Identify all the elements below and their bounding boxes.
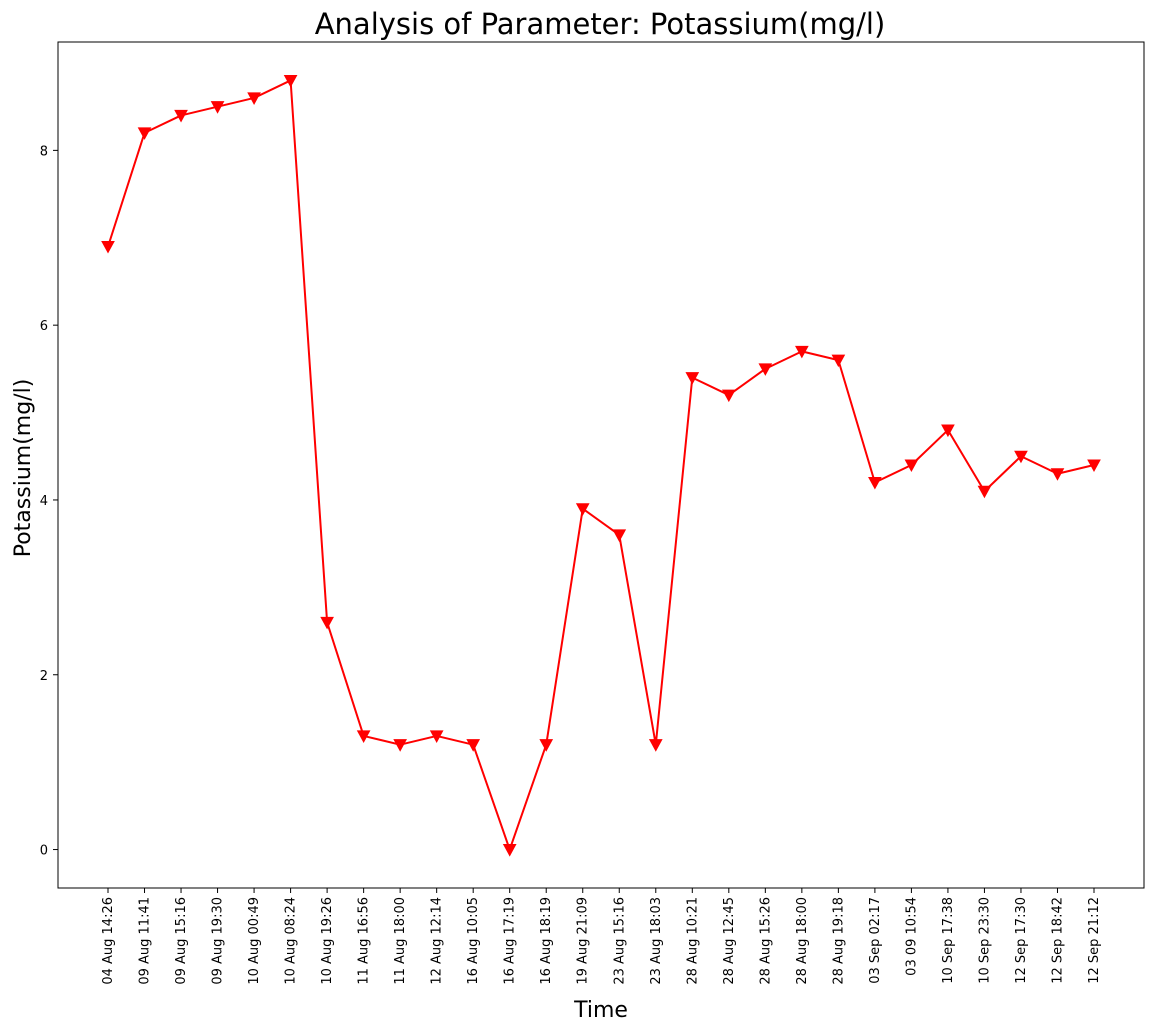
plot-area (101, 74, 1101, 857)
data-point-marker (612, 529, 627, 542)
data-point-marker (137, 127, 152, 140)
x-tick-label: 10 Sep 23:30 (977, 897, 992, 984)
plot-frame (57, 41, 1145, 889)
data-point-marker (575, 503, 590, 516)
x-axis-label: Time (573, 998, 628, 1023)
data-point-marker (795, 345, 809, 359)
data-point-marker (320, 616, 334, 630)
x-tick-label: 28 Aug 19:18 (831, 897, 846, 985)
x-tick-label: 28 Aug 12:45 (722, 897, 737, 985)
y-tick-label: 8 (40, 144, 48, 159)
y-tick-label: 4 (40, 494, 48, 509)
x-tick-label: 19 Aug 21:09 (576, 897, 591, 985)
x-tick-label: 10 Aug 00:49 (247, 897, 262, 985)
data-point-marker (904, 459, 919, 473)
x-tick-label: 10 Aug 08:24 (284, 897, 299, 985)
x-tick-label: 12 Sep 17:30 (1014, 897, 1029, 984)
data-point-marker (1050, 468, 1065, 481)
data-point-marker (977, 485, 992, 499)
y-tick-label: 2 (40, 669, 48, 684)
data-point-marker (1014, 450, 1028, 464)
x-tick-label: 23 Aug 15:16 (612, 897, 627, 985)
data-point-marker (247, 92, 261, 105)
data-point-marker (429, 730, 444, 743)
data-point-marker (868, 476, 882, 490)
y-tick-label: 0 (40, 844, 48, 859)
x-tick-label: 12 Sep 21:12 (1087, 897, 1102, 984)
data-point-marker (539, 739, 554, 752)
x-tick-label: 12 Sep 18:42 (1050, 897, 1065, 984)
x-tick-label: 23 Aug 18:03 (649, 897, 664, 985)
x-tick-label: 09 Aug 15:16 (174, 897, 189, 985)
x-tick-label: 28 Aug 10:21 (685, 897, 700, 985)
x-tick-label: 16 Aug 17:19 (503, 897, 518, 985)
data-point-marker (721, 389, 736, 403)
data-point-marker (393, 739, 407, 752)
x-tick-label: 11 Aug 18:00 (393, 897, 408, 985)
data-point-marker (1087, 459, 1101, 473)
x-tick-label: 09 Aug 11:41 (138, 897, 153, 985)
x-tick-label: 11 Aug 16:56 (357, 897, 372, 985)
x-tick-label: 28 Aug 15:26 (758, 897, 773, 985)
series-line (107, 79, 1095, 851)
x-tick-label: 10 Aug 19:26 (320, 897, 335, 985)
x-tick-label: 10 Sep 17:38 (941, 897, 956, 984)
x-tick-label: 12 Aug 12:14 (430, 897, 445, 985)
y-axis-ticks: 0 2 4 6 8 (40, 144, 58, 859)
data-point-marker (210, 101, 225, 114)
x-tick-label: 16 Aug 18:19 (539, 897, 554, 985)
x-tick-label: 03 Sep 02:17 (868, 897, 883, 984)
data-point-marker (758, 363, 773, 376)
x-axis-ticks: 04 Aug 14:26 09 Aug 11:41 09 Aug 15:16 09 A… (101, 888, 1102, 985)
data-point-marker (685, 372, 700, 385)
x-tick-label: 04 Aug 14:26 (101, 897, 116, 985)
data-point-marker (101, 241, 115, 254)
data-point-marker (941, 424, 955, 438)
x-tick-label: 03 09 10:54 (904, 897, 919, 976)
data-point-marker (356, 730, 371, 743)
x-tick-label: 28 Aug 18:00 (795, 897, 810, 985)
data-point-marker (648, 739, 663, 752)
y-tick-label: 6 (40, 319, 48, 334)
data-point-marker (174, 109, 188, 123)
data-point-marker (502, 844, 517, 857)
data-point-marker (283, 74, 298, 88)
chart-title: Analysis of Parameter: Potassium(mg/l) (315, 7, 886, 41)
x-tick-label: 09 Aug 19:30 (211, 897, 226, 985)
data-point-marker (466, 739, 481, 752)
x-tick-label: 16 Aug 10:05 (466, 897, 481, 985)
data-point-marker (831, 354, 846, 368)
y-axis-label: Potassium(mg/l) (11, 379, 36, 558)
